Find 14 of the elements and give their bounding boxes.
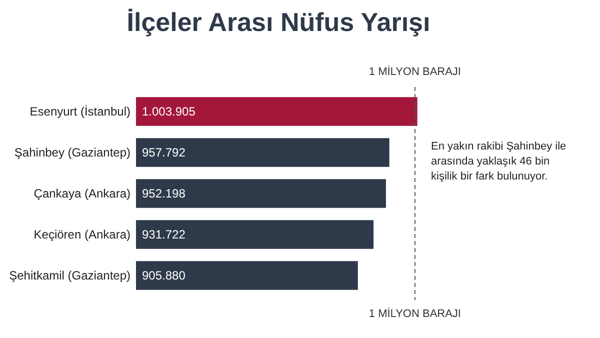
- text: En yakın rakibi Şahinbey ile arasında yaklaşık 46 bin kişilik bir fark bulunuyor.: [431, 140, 566, 182]
- y-tick-label: Şehitkamil (Gaziantep): [9, 268, 130, 282]
- data-label: 1.003.905: [142, 104, 196, 118]
- data-label: 905.880: [142, 268, 186, 282]
- data-label: 957.792: [142, 146, 186, 160]
- y-tick-label: Keçiören (Ankara): [34, 228, 130, 242]
- y-tick-label: Şahinbey (Gaziantep): [14, 146, 130, 160]
- chart-title: İlçeler Arası Nüfus Yarışı: [126, 7, 430, 37]
- text: 1 MİLYON BARAJI: [368, 66, 461, 78]
- data-label: 931.722: [142, 228, 186, 242]
- ref-line-label: 1 MİLYON BARAJI: [368, 307, 461, 320]
- y-tick-label: Esenyurt (İstanbul): [30, 104, 130, 118]
- y-tick-label: Çankaya (Ankara): [34, 186, 130, 200]
- data-label: 952.198: [142, 186, 186, 200]
